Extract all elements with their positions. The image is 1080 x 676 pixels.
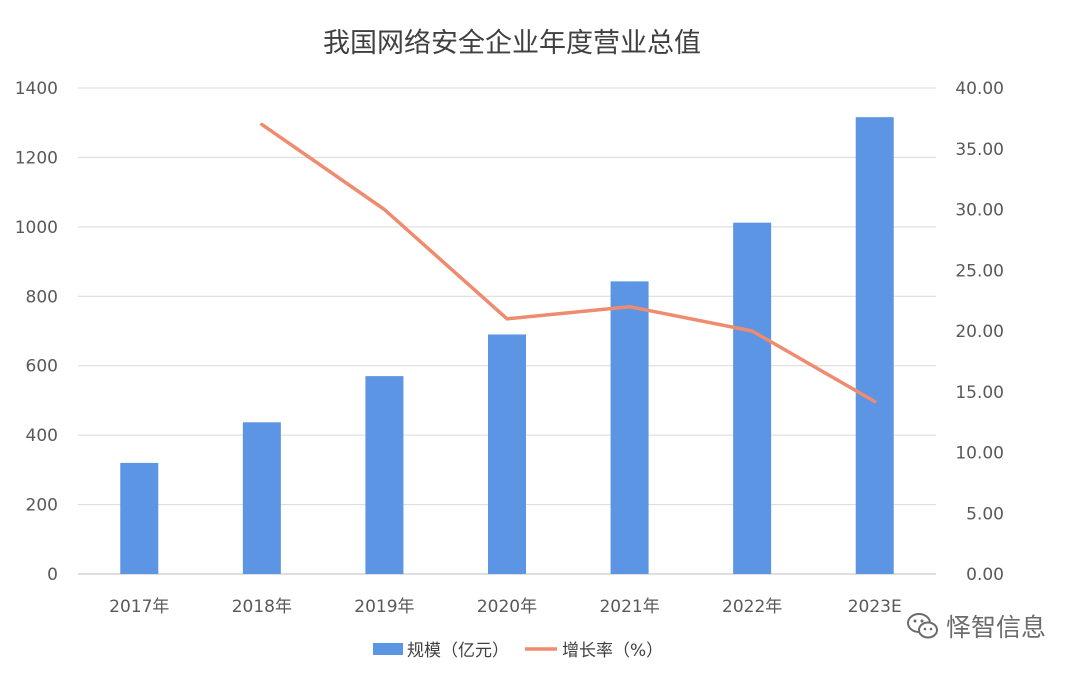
x-tick-label: 2021年 [599, 597, 659, 617]
y-left-tick-label: 600 [26, 357, 58, 377]
bar [120, 462, 159, 574]
y-right-tick-label: 5.00 [966, 504, 1004, 524]
x-tick-label: 2022年 [722, 597, 782, 617]
chart-title: 我国网络安全企业年度营业总值 [323, 28, 701, 59]
bar [488, 334, 526, 574]
growth-rate-line [260, 122, 877, 404]
y-right-tick-label: 25.00 [955, 261, 1004, 281]
y-left-tick-label: 1400 [15, 79, 58, 99]
wechat-icon [906, 613, 938, 639]
y-left-tick-label: 1000 [15, 218, 58, 238]
y-right-tick-label: 10.00 [955, 444, 1004, 464]
legend-bar-label: 规模（亿元） [407, 641, 509, 661]
line-series [260, 122, 877, 404]
x-tick-label: 2020年 [477, 597, 537, 617]
bar [365, 376, 404, 574]
bar [855, 117, 894, 574]
y-left-tick-label: 400 [26, 426, 58, 446]
legend: 规模（亿元） 增长率（%） [373, 641, 663, 661]
y-right-tick-label: 35.00 [955, 140, 1004, 160]
y-right-tick-label: 20.00 [955, 322, 1004, 342]
y-left-tick-label: 800 [26, 287, 58, 307]
legend-line-label: 增长率（%） [562, 641, 663, 661]
bar [242, 422, 281, 574]
x-tick-label: 2018年 [232, 597, 292, 617]
watermark-text: 怿智信息 [945, 613, 1046, 642]
x-tick-label: 2019年 [354, 597, 414, 617]
x-tick-label: 2017年 [109, 597, 169, 617]
y-axis-left: 0 200 400 600 800 1000 1200 1400 [15, 79, 58, 585]
y-left-tick-label: 200 [26, 496, 58, 516]
x-axis: 2017年 2018年 2019年 2020年 2021年 2022年 2023E [109, 597, 902, 617]
y-right-tick-label: 40.00 [955, 79, 1004, 99]
bar-series [120, 117, 894, 575]
legend-bar-swatch [373, 643, 403, 655]
y-left-tick-label: 0 [47, 565, 58, 585]
y-axis-right: 0.00 5.00 10.00 15.00 20.00 25.00 30.00 35.00 40… [955, 79, 1004, 585]
y-left-tick-label: 1200 [15, 148, 58, 168]
y-right-tick-label: 15.00 [955, 383, 1004, 403]
y-right-tick-label: 30.00 [955, 201, 1004, 221]
watermark: 怿智信息 [906, 608, 1046, 644]
y-right-tick-label: 0.00 [966, 565, 1004, 585]
bar [610, 281, 649, 574]
bar [733, 222, 772, 575]
x-tick-label: 2023E [848, 597, 902, 617]
